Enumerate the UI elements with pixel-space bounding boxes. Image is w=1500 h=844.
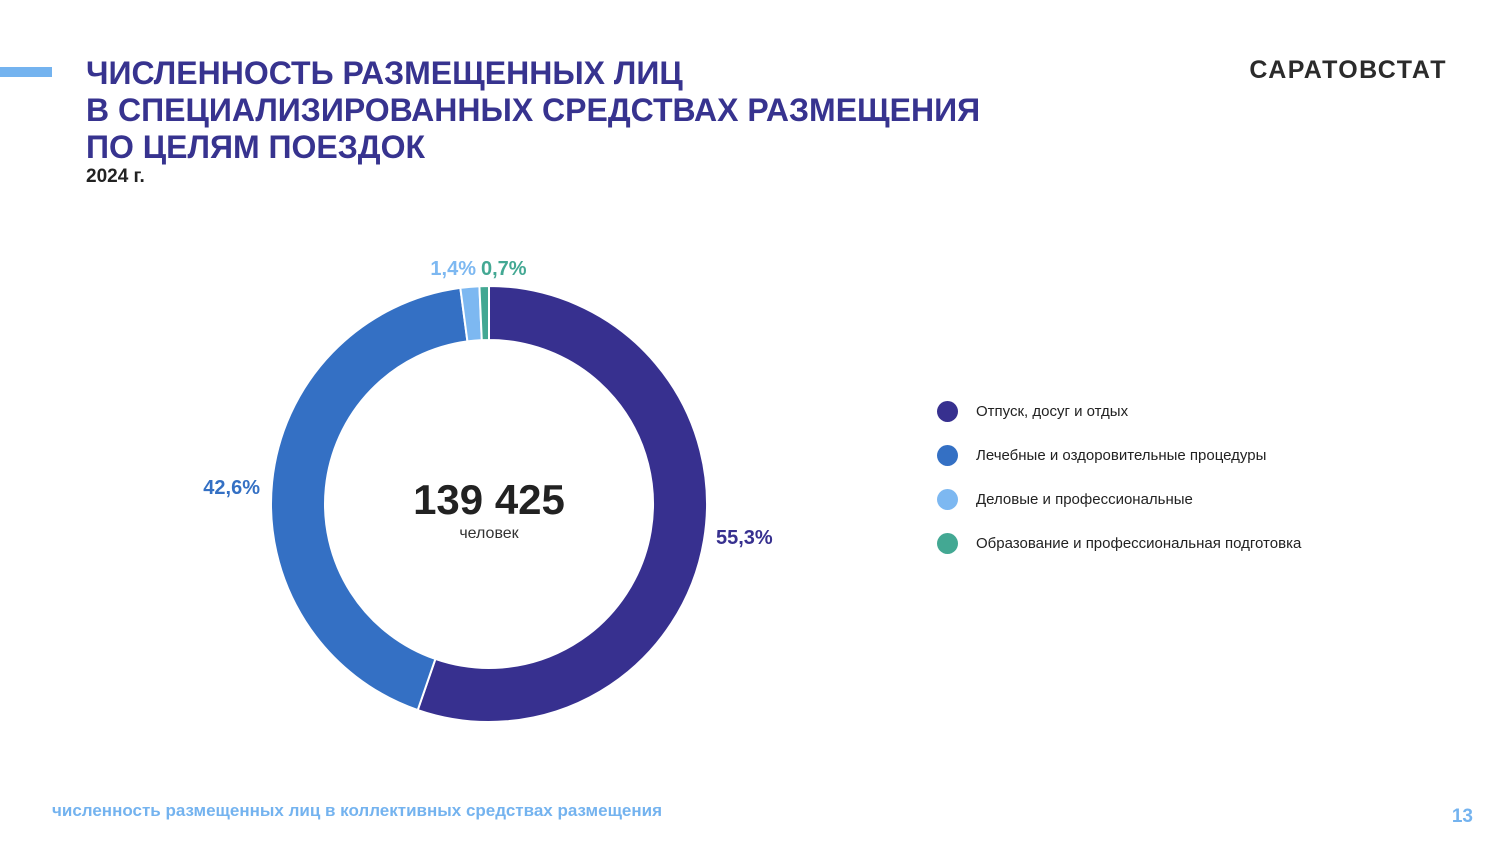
donut-slice: [478, 284, 490, 342]
legend-swatch: [937, 488, 958, 510]
legend-swatch: [937, 532, 958, 554]
slice-percent-label: 0,7%: [481, 258, 527, 280]
accent-bar: [0, 67, 52, 77]
center-total-unit: человек: [459, 525, 519, 542]
legend-item: Лечебные и оздоровительные процедуры: [937, 444, 1301, 466]
donut-slices: [270, 284, 708, 723]
title-line-1: ЧИСЛЕННОСТЬ РАЗМЕЩЕННЫХ ЛИЦ: [86, 55, 683, 91]
legend-swatch: [937, 444, 958, 466]
slice-percent-label: 42,6%: [203, 477, 260, 499]
donut-slice: [270, 286, 469, 712]
legend-swatch: [937, 400, 958, 422]
brand-logo-text: САРАТОВСТАТ: [1249, 56, 1447, 84]
title-line-2: В СПЕЦИАЛИЗИРОВАННЫХ СРЕДСТВАХ РАЗМЕЩЕНИ…: [86, 92, 981, 128]
legend-item: Образование и профессиональная подготовк…: [937, 532, 1301, 554]
chart-legend: Отпуск, досуг и отдых Лечебные и оздоров…: [937, 400, 1301, 576]
footer-note: численность размещенных лиц в коллективн…: [52, 801, 662, 820]
year-subtitle: 2024 г.: [86, 166, 145, 187]
donut-slice: [416, 284, 708, 723]
legend-label: Образование и профессиональная подготовк…: [976, 534, 1302, 552]
slice-percent-label: 1,4%: [430, 258, 476, 280]
donut-slice-labels: 55,3% 42,6% 1,4% 0,7%: [203, 258, 773, 549]
legend-item: Отпуск, досуг и отдых: [937, 400, 1301, 422]
legend-item: Деловые и профессиональные: [937, 488, 1301, 510]
legend-label: Лечебные и оздоровительные процедуры: [976, 446, 1267, 464]
title-line-3: ПО ЦЕЛЯМ ПОЕЗДОК: [86, 129, 425, 165]
page-number: 13: [1451, 806, 1473, 827]
page-title: ЧИСЛЕННОСТЬ РАЗМЕЩЕННЫХ ЛИЦ В СПЕЦИАЛИЗИ…: [86, 55, 980, 166]
slice-percent-label: 55,3%: [716, 527, 773, 549]
legend-label: Деловые и профессиональные: [976, 490, 1193, 508]
legend-label: Отпуск, досуг и отдых: [976, 402, 1129, 420]
center-total-value: 139 425: [413, 476, 565, 523]
